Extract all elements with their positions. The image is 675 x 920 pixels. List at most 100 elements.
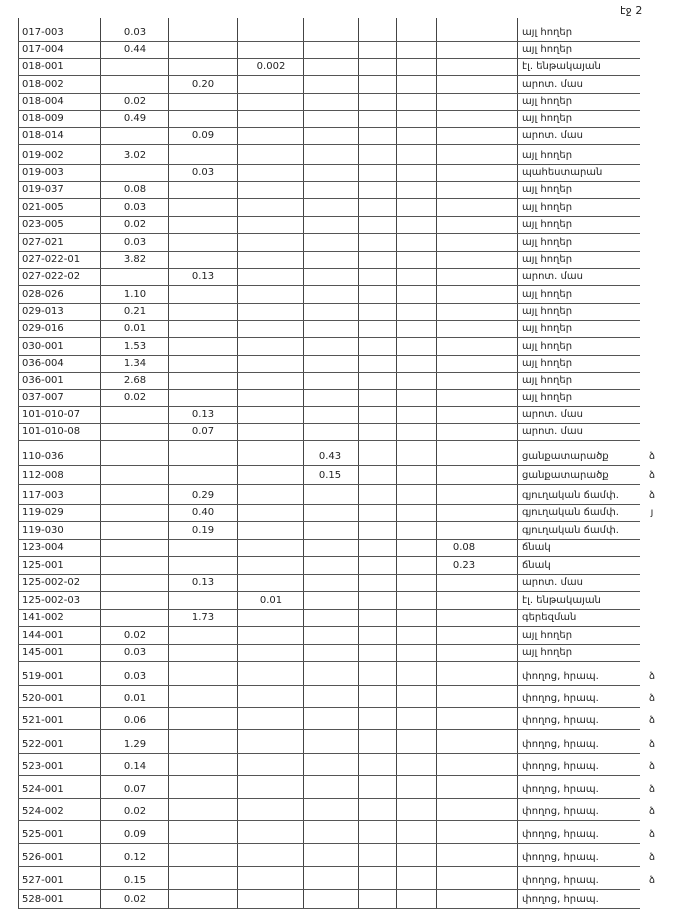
parcel-id: 519-001: [22, 671, 64, 682]
area-value: 0.15: [318, 470, 342, 481]
land-use: փողոց, հրապ.: [522, 875, 599, 886]
row-rule: [18, 58, 640, 59]
parcel-id: 125-002-03: [22, 595, 81, 606]
row-rule: [18, 440, 640, 441]
row-rule: [18, 591, 640, 592]
area-value: 0.03: [123, 237, 147, 248]
area-value: 0.03: [123, 27, 147, 38]
mark: ձ: [648, 829, 656, 840]
mark: ձ: [648, 490, 656, 501]
area-value: 0.01: [259, 595, 283, 606]
parcel-id: 524-002: [22, 806, 64, 817]
row-rule: [18, 372, 640, 373]
parcel-id: 125-002-02: [22, 577, 81, 588]
area-value: 1.34: [123, 358, 147, 369]
land-use: այլ հողեր: [522, 219, 573, 230]
row-rule: [18, 685, 640, 686]
column-rule: [517, 18, 518, 908]
area-value: 0.23: [452, 560, 476, 571]
land-use: այլ հողեր: [522, 150, 573, 161]
parcel-id: 110-036: [22, 451, 64, 462]
parcel-id: 029-013: [22, 306, 64, 317]
area-value: 0.02: [123, 392, 147, 403]
row-rule: [18, 164, 640, 165]
row-rule: [18, 820, 640, 821]
land-use: այլ հողեր: [522, 254, 573, 265]
area-value: 0.09: [123, 829, 147, 840]
area-value: 0.03: [123, 671, 147, 682]
parcel-id: 017-004: [22, 44, 64, 55]
land-use: ճնակ: [522, 542, 551, 553]
land-use: գյուղական ճամփ.: [522, 507, 619, 518]
mark: ձ: [648, 806, 656, 817]
parcel-id: 027-022-01: [22, 254, 81, 265]
land-use: փողոց, հրապ.: [522, 852, 599, 863]
land-use: գյուղական ճամփ.: [522, 490, 619, 501]
land-use: փողոց, հրապ.: [522, 671, 599, 682]
parcel-id: 028-026: [22, 289, 64, 300]
area-value: 0.03: [123, 202, 147, 213]
row-rule: [18, 707, 640, 708]
parcel-id: 023-005: [22, 219, 64, 230]
row-rule: [18, 644, 640, 645]
row-rule: [18, 337, 640, 338]
mark: ձ: [648, 715, 656, 726]
land-use: ճնակ: [522, 560, 551, 571]
land-use: փողոց, հրապ.: [522, 693, 599, 704]
area-value: 0.06: [123, 715, 147, 726]
parcel-id: 123-004: [22, 542, 64, 553]
land-use: այլ հողեր: [522, 202, 573, 213]
land-use: արոտ. մաս: [522, 130, 583, 141]
land-use: փողոց, հրապ.: [522, 715, 599, 726]
row-rule: [18, 753, 640, 754]
parcel-id: 525-001: [22, 829, 64, 840]
row-rule: [18, 110, 640, 111]
row-rule: [18, 127, 640, 128]
row-rule: [18, 798, 640, 799]
row-rule: [18, 484, 640, 485]
column-rule: [168, 18, 169, 908]
area-value: 3.82: [123, 254, 147, 265]
parcel-id: 019-003: [22, 167, 64, 178]
column-rule: [358, 18, 359, 908]
parcel-id: 027-021: [22, 237, 64, 248]
area-value: 0.15: [123, 875, 147, 886]
area-value: 0.40: [191, 507, 215, 518]
area-value: 0.08: [452, 542, 476, 553]
area-value: 0.09: [191, 130, 215, 141]
land-use: էլ. ենթակայան: [522, 61, 601, 72]
land-use: արոտ. մաս: [522, 426, 583, 437]
mark: ձ: [648, 451, 656, 462]
row-rule: [18, 41, 640, 42]
land-use: գերեզման: [522, 612, 577, 623]
parcel-id: 119-029: [22, 507, 64, 518]
row-rule: [18, 355, 640, 356]
parcel-id: 018-004: [22, 96, 64, 107]
area-value: 1.53: [123, 341, 147, 352]
row-rule: [18, 843, 640, 844]
row-rule: [18, 93, 640, 94]
parcel-id: 018-009: [22, 113, 64, 124]
row-rule: [18, 144, 640, 145]
row-rule: [18, 661, 640, 662]
land-use: գյուղական ճամփ.: [522, 525, 619, 536]
parcel-id: 117-003: [22, 490, 64, 501]
land-use: փողոց, հրապ.: [522, 829, 599, 840]
area-value: 0.02: [123, 219, 147, 230]
parcel-id: 018-014: [22, 130, 64, 141]
area-value: 0.49: [123, 113, 147, 124]
row-rule: [18, 75, 640, 76]
parcel-id: 526-001: [22, 852, 64, 863]
land-use: այլ հողեր: [522, 96, 573, 107]
mark: ձ: [648, 761, 656, 772]
land-use: այլ հողեր: [522, 341, 573, 352]
parcel-id: 521-001: [22, 715, 64, 726]
mark: ձ: [648, 470, 656, 481]
parcel-id: 030-001: [22, 341, 64, 352]
land-use: այլ հողեր: [522, 27, 573, 38]
parcel-id: 036-001: [22, 375, 64, 386]
row-rule: [18, 251, 640, 252]
row-rule: [18, 521, 640, 522]
row-rule: [18, 729, 640, 730]
